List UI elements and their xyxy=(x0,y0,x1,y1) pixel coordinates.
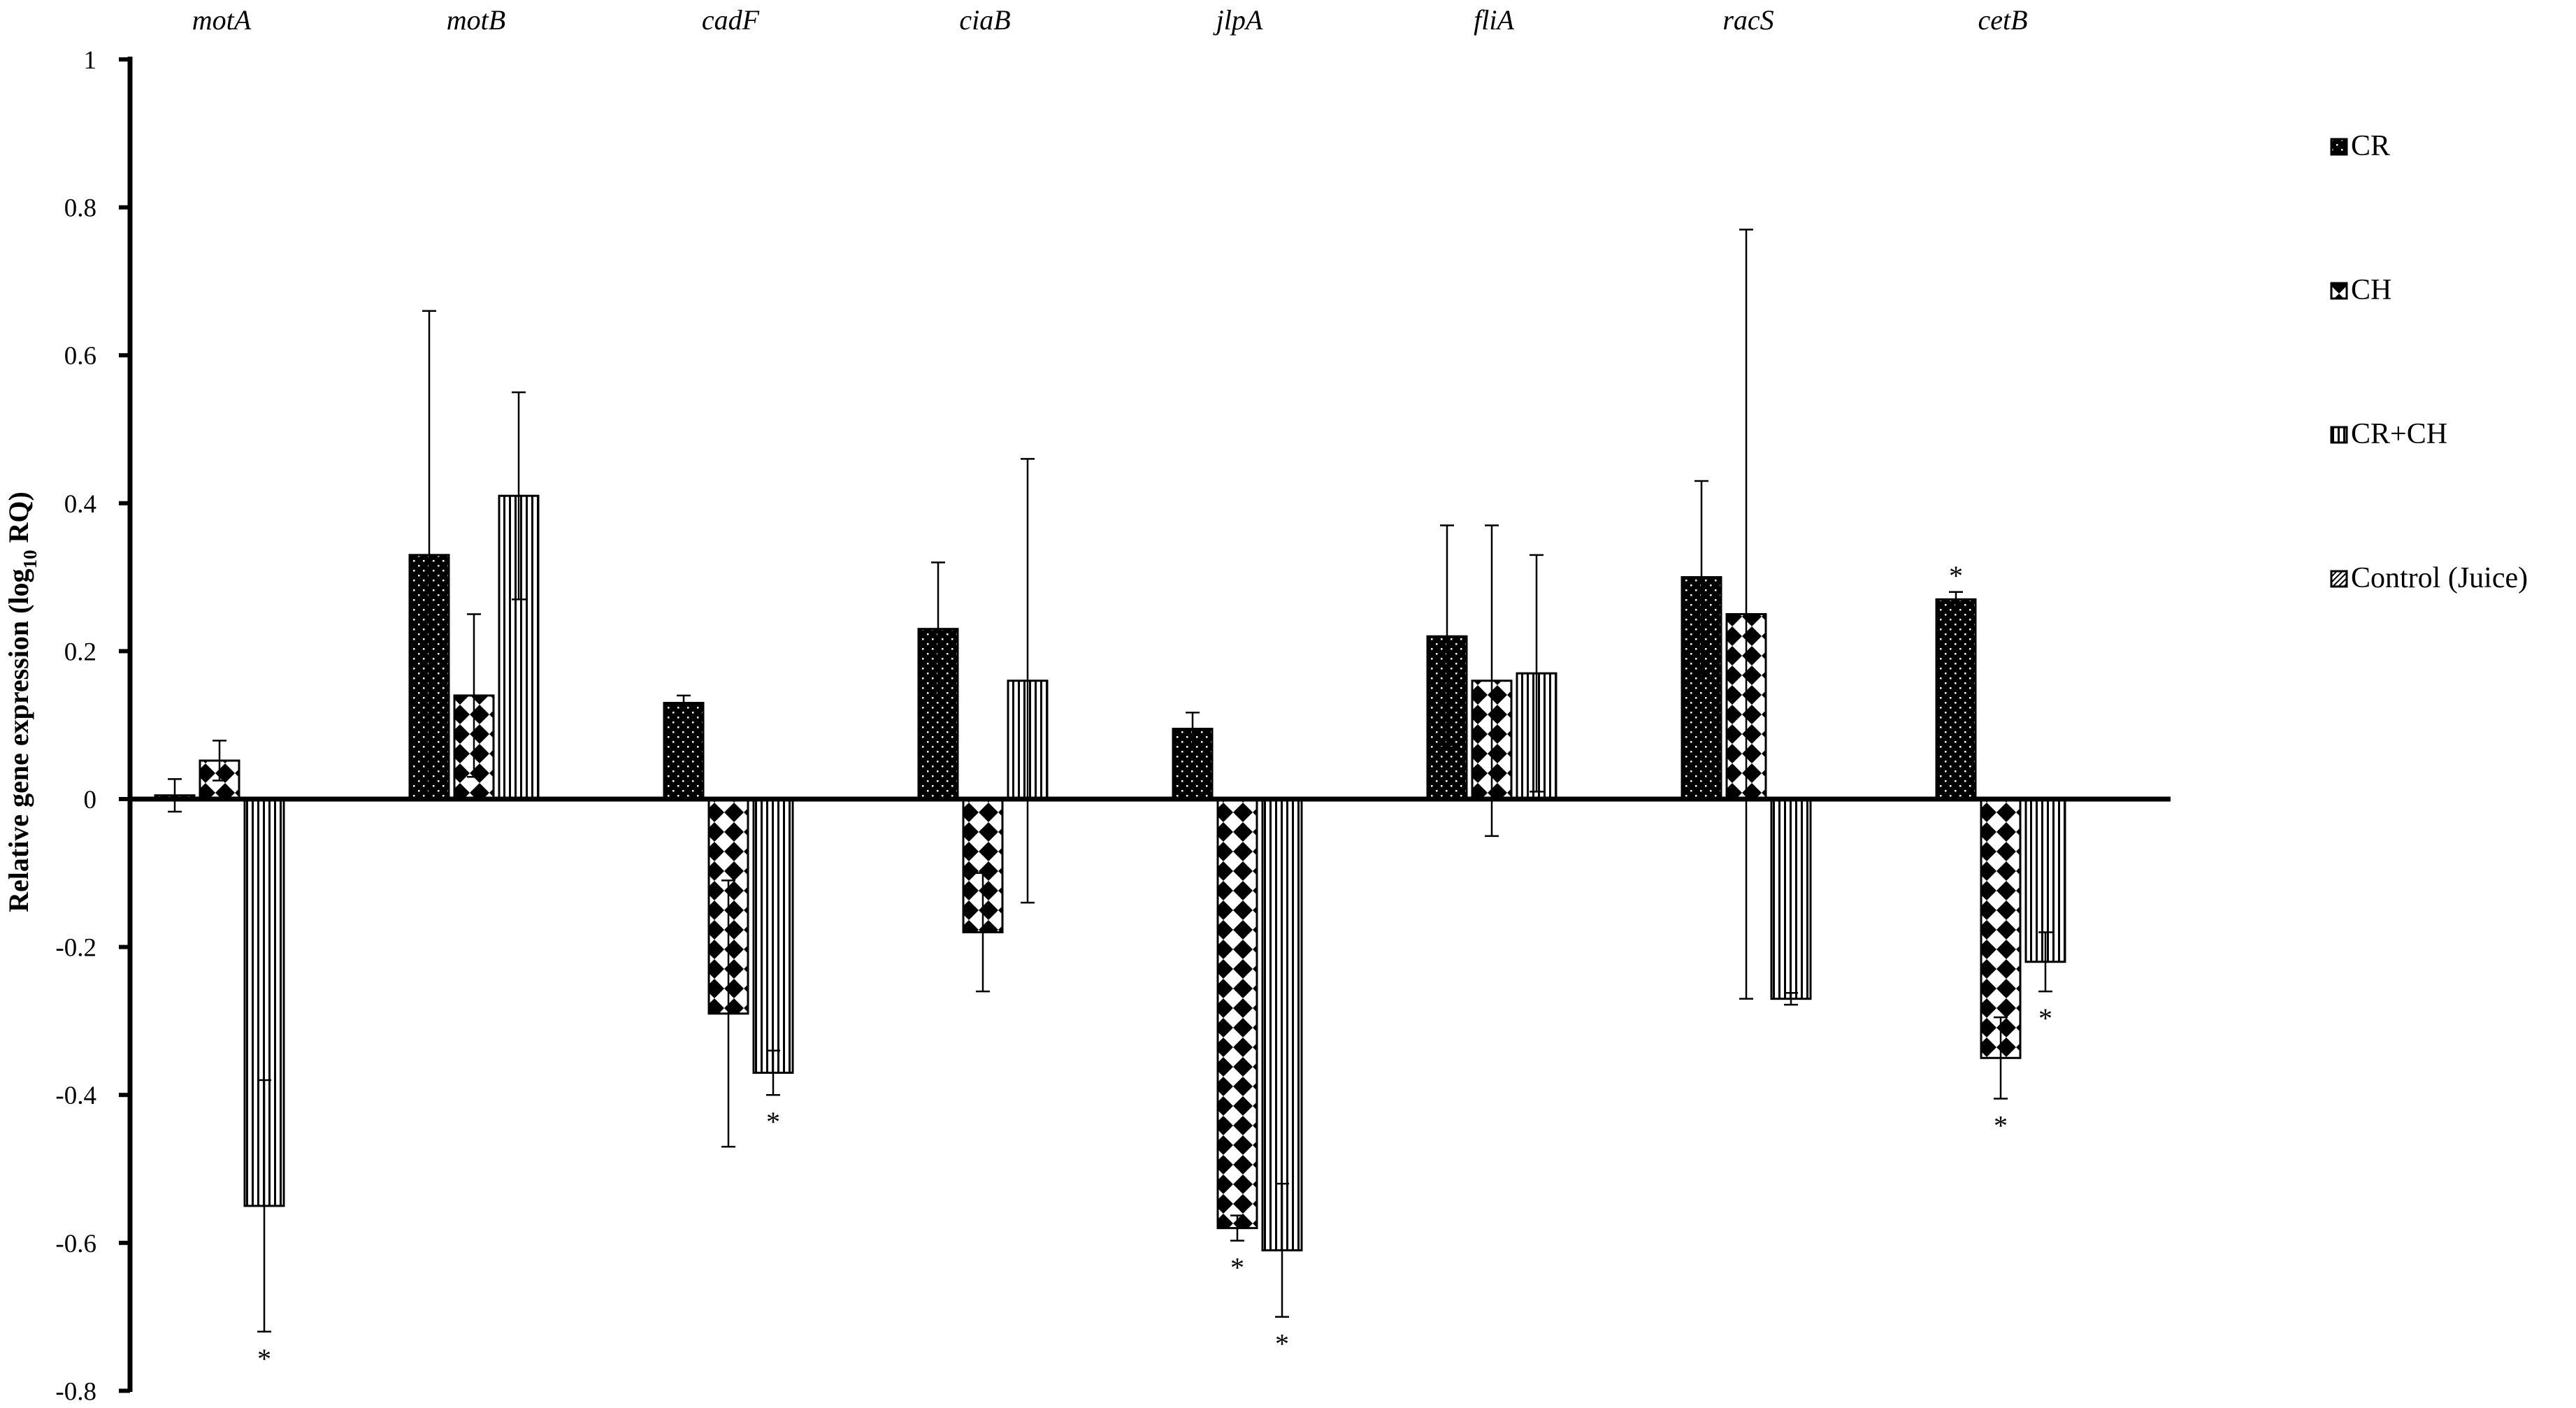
y-tick-label: 0 xyxy=(84,786,97,814)
legend: CR CH CR+CH Control (Juice) xyxy=(2330,130,2528,594)
legend-swatch-1 xyxy=(2330,282,2348,300)
significance-star-cetB-0: * xyxy=(1949,560,1963,591)
legend-label-1: CH xyxy=(2351,274,2391,306)
legend-swatch-2 xyxy=(2330,426,2348,444)
significance-star-cetB-2: * xyxy=(2038,1003,2052,1034)
y-tick-label: -0.2 xyxy=(55,934,96,963)
significance-star-jlpA-1: * xyxy=(1230,1252,1244,1284)
gene-label-jlpA: jlpA xyxy=(1213,4,1263,36)
gene-label-cadF: cadF xyxy=(702,4,760,36)
y-tick-label: -0.6 xyxy=(55,1230,96,1258)
y-axis-title-sub: 10 xyxy=(20,549,41,568)
y-tick-label: 0.6 xyxy=(64,342,96,371)
legend-swatch-3 xyxy=(2330,570,2348,588)
significance-star-jlpA-2: * xyxy=(1275,1328,1289,1360)
gene-label-racS: racS xyxy=(1722,4,1773,36)
error-bars-layer xyxy=(168,229,2052,1333)
bar-cadF-2 xyxy=(752,798,794,1074)
bars-layer xyxy=(154,494,2066,1251)
y-axis-title: Relative gene expression (log10 RQ) xyxy=(3,491,41,912)
legend-label-3: Control (Juice) xyxy=(2351,562,2528,594)
y-tick-label: -0.4 xyxy=(55,1082,96,1110)
gene-label-ciaB: ciaB xyxy=(959,4,1010,36)
y-tick-label: -0.8 xyxy=(55,1377,96,1406)
gene-label-cetB: cetB xyxy=(1978,4,2027,36)
y-tick-label: 1 xyxy=(84,46,97,75)
significance-star-motA-2: * xyxy=(257,1343,271,1374)
legend-swatch-0 xyxy=(2330,138,2348,156)
y-tick-label: 0.8 xyxy=(64,194,96,223)
bar-racS-2 xyxy=(1770,798,1812,1000)
gene-label-fliA: fliA xyxy=(1474,4,1514,36)
significance-star-cadF-2: * xyxy=(766,1106,780,1137)
gene-label-motB: motB xyxy=(447,4,505,36)
y-tick-label: 0.4 xyxy=(64,490,96,519)
legend-label-2: CR+CH xyxy=(2351,418,2447,450)
significance-star-cetB-1: * xyxy=(1994,1109,2008,1141)
gene-label-motA: motA xyxy=(192,4,252,36)
y-axis-title-pre: Relative gene expression (log xyxy=(3,568,34,912)
y-axis-ticks: 1 0.8 0.6 0.4 0.2 0 -0.2 -0.4 -0.6 -0.8 xyxy=(55,46,130,1406)
bar-jlpA-2 xyxy=(1261,798,1303,1251)
bar-jlpA-1 xyxy=(1216,798,1258,1230)
bar-cetB-1 xyxy=(1980,798,2022,1059)
bar-cetB-0 xyxy=(1935,598,1977,800)
y-tick-label: 0.2 xyxy=(64,638,96,666)
axes-layer xyxy=(127,57,2171,1392)
legend-label-0: CR xyxy=(2351,130,2390,162)
bar-cadF-0 xyxy=(663,701,705,800)
significance-layer: * * * * * * * xyxy=(257,560,2052,1374)
gene-labels: motA motB cadF ciaB jlpA fliA racS cetB xyxy=(192,4,2028,36)
y-axis-title-post: RQ) xyxy=(3,491,34,549)
